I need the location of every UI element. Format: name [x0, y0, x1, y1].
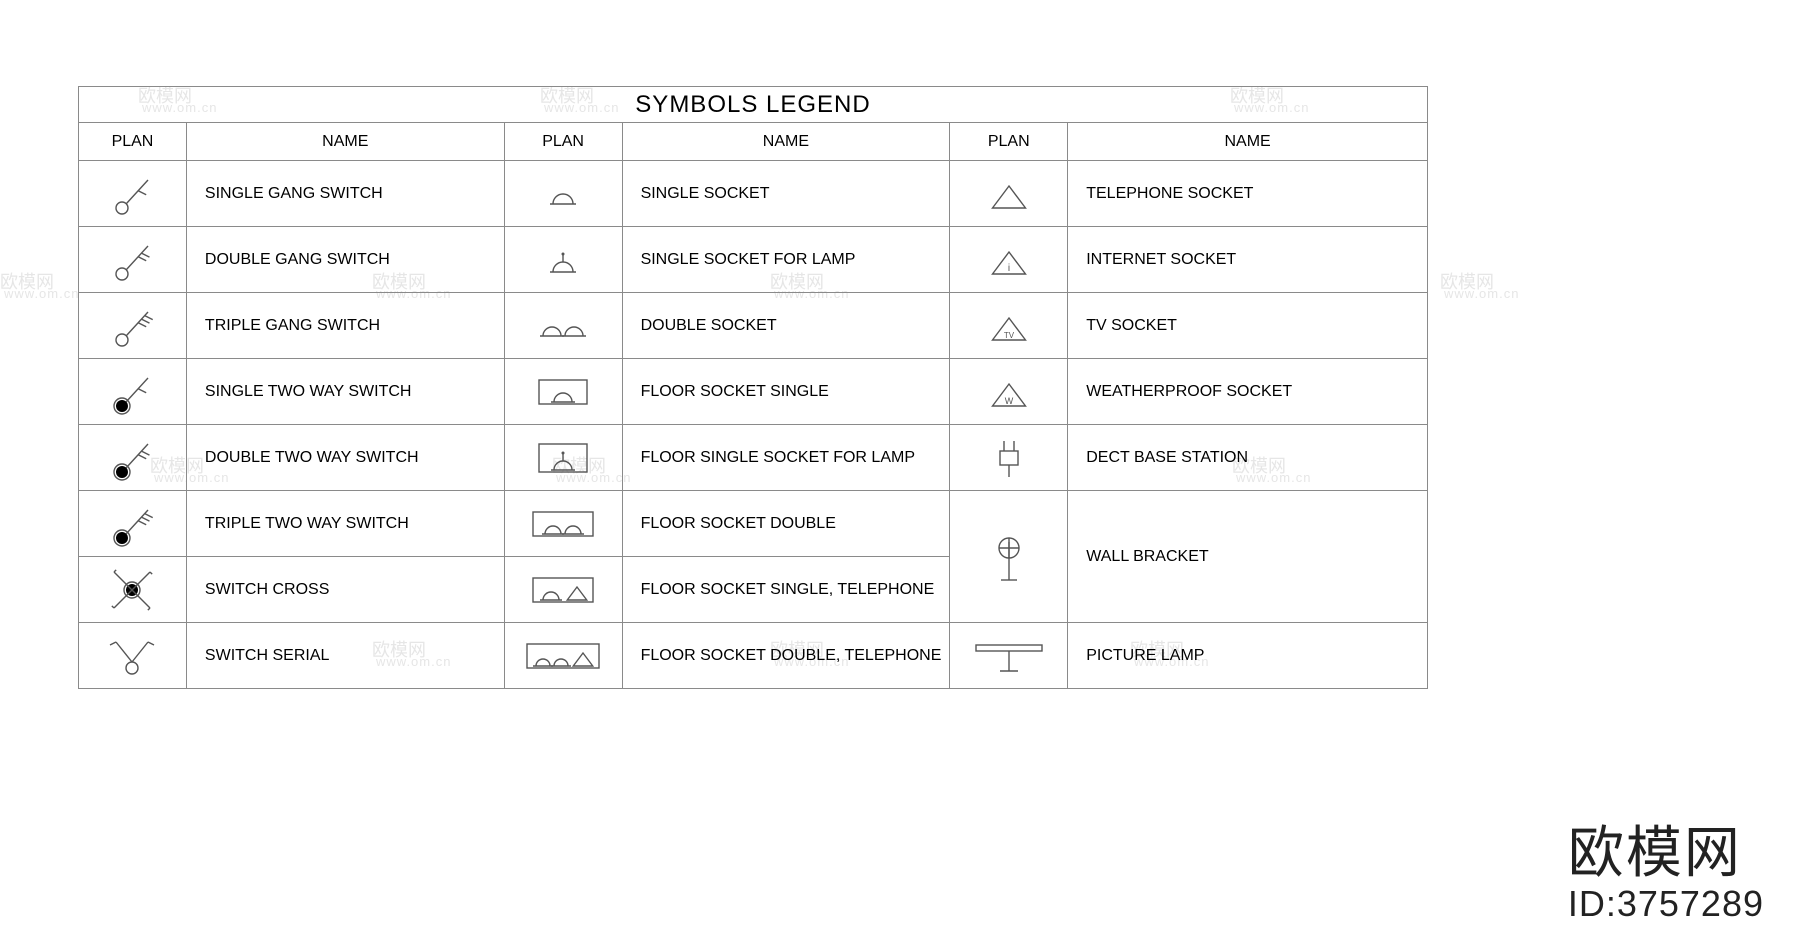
name-picture_lamp: PICTURE LAMP — [1068, 623, 1428, 689]
brand-cn: 欧模网 — [1568, 824, 1764, 883]
symbol-plug — [950, 425, 1068, 491]
svg-text:W: W — [1005, 396, 1014, 406]
name-triangle_tv: TV SOCKET — [1068, 293, 1428, 359]
symbol-socket_floor_double_tel — [504, 623, 622, 689]
symbol-socket_floor_double — [504, 491, 622, 557]
name-socket_floor_single: FLOOR SOCKET SINGLE — [622, 359, 950, 425]
name-switch_single_2way: SINGLE TWO WAY SWITCH — [186, 359, 504, 425]
symbol-socket_floor_single — [504, 359, 622, 425]
symbol-socket_double — [504, 293, 622, 359]
symbol-triangle_i: i — [950, 227, 1068, 293]
name-switch_single: SINGLE GANG SWITCH — [186, 161, 504, 227]
watermark-cn: 欧模网 — [0, 268, 54, 294]
watermark-url: www.om.cn — [1444, 286, 1519, 301]
svg-text:i: i — [1008, 263, 1010, 274]
symbol-wall_bracket — [950, 491, 1068, 623]
name-socket_single: SINGLE SOCKET — [622, 161, 950, 227]
name-triangle_i: INTERNET SOCKET — [1068, 227, 1428, 293]
name-wall_bracket: WALL BRACKET — [1068, 491, 1428, 623]
symbols-legend-table: SYMBOLS LEGENDPLANNAMEPLANNAMEPLANNAMESI… — [78, 86, 1428, 689]
name-socket_single_lamp: SINGLE SOCKET FOR LAMP — [622, 227, 950, 293]
name-switch_serial: SWITCH SERIAL — [186, 623, 504, 689]
brand-id: ID:3757289 — [1568, 883, 1764, 925]
header-name-2: NAME — [622, 123, 950, 161]
header-name-1: NAME — [186, 123, 504, 161]
name-socket_floor_double: FLOOR SOCKET DOUBLE — [622, 491, 950, 557]
name-socket_floor_single_lamp: FLOOR SINGLE SOCKET FOR LAMP — [622, 425, 950, 491]
symbol-switch_serial — [79, 623, 187, 689]
symbol-triangle_plain — [950, 161, 1068, 227]
name-plug: DECT BASE STATION — [1068, 425, 1428, 491]
symbol-switch_double_2way — [79, 425, 187, 491]
symbol-socket_single_lamp — [504, 227, 622, 293]
header-plan-3: PLAN — [950, 123, 1068, 161]
symbol-socket_single — [504, 161, 622, 227]
symbol-socket_floor_single_lamp — [504, 425, 622, 491]
name-switch_triple: TRIPLE GANG SWITCH — [186, 293, 504, 359]
svg-text:TV: TV — [1004, 331, 1015, 340]
symbol-switch_cross — [79, 557, 187, 623]
name-switch_cross: SWITCH CROSS — [186, 557, 504, 623]
header-plan-1: PLAN — [79, 123, 187, 161]
symbol-switch_triple_2way — [79, 491, 187, 557]
name-switch_double_2way: DOUBLE TWO WAY SWITCH — [186, 425, 504, 491]
name-socket_floor_single_tel: FLOOR SOCKET SINGLE, TELEPHONE — [622, 557, 950, 623]
symbol-socket_floor_single_tel — [504, 557, 622, 623]
name-switch_triple_2way: TRIPLE TWO WAY SWITCH — [186, 491, 504, 557]
name-socket_floor_double_tel: FLOOR SOCKET DOUBLE, TELEPHONE — [622, 623, 950, 689]
symbol-triangle_tv: TV — [950, 293, 1068, 359]
symbol-switch_triple — [79, 293, 187, 359]
header-plan-2: PLAN — [504, 123, 622, 161]
header-name-3: NAME — [1068, 123, 1428, 161]
symbol-switch_double — [79, 227, 187, 293]
watermark-cn: 欧模网 — [1440, 268, 1494, 294]
watermark-url: www.om.cn — [4, 286, 79, 301]
symbol-triangle_w: W — [950, 359, 1068, 425]
name-socket_double: DOUBLE SOCKET — [622, 293, 950, 359]
brand-block: 欧模网 ID:3757289 — [1568, 824, 1764, 925]
name-triangle_w: WEATHERPROOF SOCKET — [1068, 359, 1428, 425]
symbol-picture_lamp — [950, 623, 1068, 689]
legend-title: SYMBOLS LEGEND — [79, 87, 1428, 123]
name-triangle_plain: TELEPHONE SOCKET — [1068, 161, 1428, 227]
name-switch_double: DOUBLE GANG SWITCH — [186, 227, 504, 293]
symbol-switch_single — [79, 161, 187, 227]
symbol-switch_single_2way — [79, 359, 187, 425]
